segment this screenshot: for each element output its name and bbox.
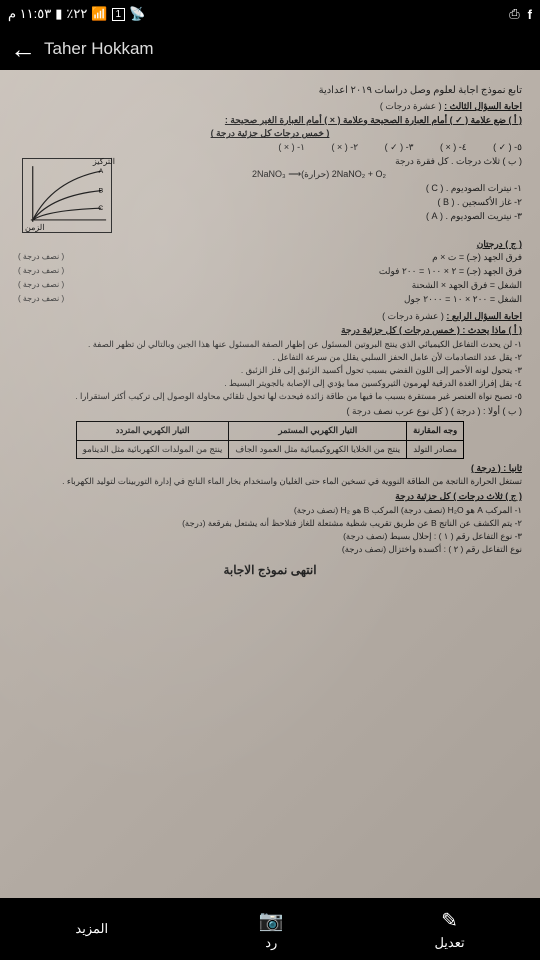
tf-answers: ٥- ( ✓ ) ٤- ( × ) ٣- ( ✓ ) ٢- ( × ) ١- (… <box>18 142 522 154</box>
back-icon[interactable]: ← <box>10 34 36 65</box>
bottom-bar: ✎تعديل 📷رد المزيد <box>0 898 540 960</box>
document-page: تابع نموذج اجابة لعلوم وصل دراسات ٢٠١٩ ا… <box>0 70 540 898</box>
secondly-text: تستغل الحرارة الناتجة من الطاقة النووية … <box>18 476 522 487</box>
edit-button[interactable]: ✎تعديل <box>434 908 464 951</box>
q4-title: اجابة السؤال الرابع : <box>446 311 522 321</box>
q4-b: ( ب ) أولا : ( درجة ) ( كل نوع عرب نصف د… <box>18 406 522 418</box>
q4-c: ( ج ) ثلاث درجات ) كل جزئية درجة <box>18 491 522 503</box>
part-a-instr: ( أ ) ضع علامة ( ✓ ) أمام العبارة الصحيح… <box>18 115 522 127</box>
svg-text:B: B <box>99 187 104 194</box>
fb-icon: f <box>528 7 532 22</box>
q4-marks: ( عشرة درجات ) <box>382 311 444 321</box>
part-a-sub: ( خمس درجات كل جزئية درجة ) <box>18 128 522 140</box>
q3-marks: ( عشرة درجات ) <box>380 101 442 111</box>
sim-icon: 1 <box>112 8 126 21</box>
concentration-graph: A B C التركيز الزمن <box>22 158 112 233</box>
work-calc: فرق الجهد (جـ) = ت × م( نصف درجة )فرق ال… <box>18 252 522 305</box>
secondly: ثانيا : ( درجة ) <box>18 463 522 475</box>
reply-button[interactable]: 📷رد <box>259 908 284 951</box>
graph-xlabel: الزمن <box>25 223 44 233</box>
q3-title: اجابة السؤال الثالث : <box>444 101 522 111</box>
svg-text:A: A <box>99 168 104 175</box>
pencil-icon: ✎ <box>434 908 464 933</box>
signal-icon: 📶 <box>91 6 107 22</box>
happens-list: ١- لن يحدث التفاعل الكيميائي الذي ينتج ا… <box>18 339 522 402</box>
top-bar: ← Taher Hokkam <box>0 28 540 70</box>
q4-a: ( أ ) ماذا يحدث : ( خمس درجات ) كل جزئية… <box>18 325 522 337</box>
svg-text:C: C <box>98 205 103 212</box>
cast-icon: ⎙ <box>509 6 519 22</box>
handwritten-note: تابع نموذج اجابة لعلوم وصل دراسات ٢٠١٩ ا… <box>18 84 522 97</box>
part-c: ( ج ) درجتان <box>18 239 522 251</box>
page-title: Taher Hokkam <box>44 39 154 59</box>
camera-icon: 📷 <box>259 908 284 933</box>
end-text: انتهى نموذج الاجابة <box>18 563 522 579</box>
battery: ٪٢٢ <box>66 6 87 22</box>
battery-icon: ▮ <box>55 6 62 22</box>
graph-ylabel: التركيز <box>93 157 115 167</box>
wifi-icon: 📡 <box>129 6 145 22</box>
more-button[interactable]: المزيد <box>75 921 108 937</box>
time: ١١:٥٣ م <box>8 6 51 22</box>
cc-lines: ١- المركب A هو H₂O (نصف درجة) المركب B ه… <box>18 505 522 555</box>
status-bar: ١١:٥٣ م ▮ ٪٢٢ 📶 1 📡 ⎙ f <box>0 0 540 28</box>
comparison-table: وجه المقارنةالتيار الكهربي المستمرالتيار… <box>76 421 464 458</box>
